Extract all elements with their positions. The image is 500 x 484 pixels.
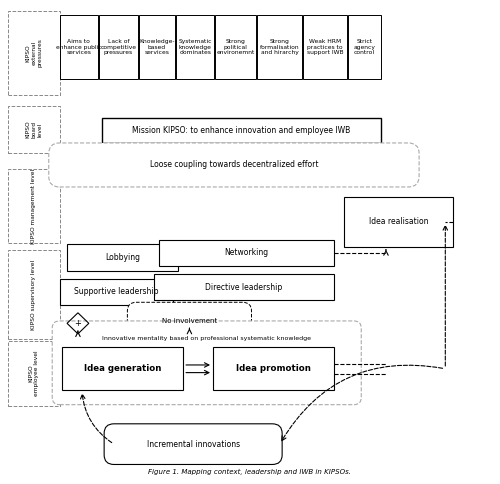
Text: +: +: [74, 319, 82, 328]
Text: Lack of
competitive
pressures: Lack of competitive pressures: [100, 39, 136, 55]
FancyBboxPatch shape: [8, 106, 60, 153]
FancyBboxPatch shape: [303, 15, 348, 79]
Text: Loose coupling towards decentralized effort: Loose coupling towards decentralized eff…: [150, 161, 318, 169]
Text: Lobbying: Lobbying: [105, 253, 140, 262]
Text: KIPSO
external
pressures: KIPSO external pressures: [26, 39, 42, 67]
FancyBboxPatch shape: [102, 118, 381, 143]
FancyBboxPatch shape: [49, 143, 419, 187]
Text: Idea realisation: Idea realisation: [368, 217, 428, 226]
FancyBboxPatch shape: [176, 15, 214, 79]
FancyBboxPatch shape: [213, 347, 334, 390]
FancyBboxPatch shape: [139, 15, 175, 79]
Text: Figure 1. Mapping context, leadership and IWB in KIPSOs.: Figure 1. Mapping context, leadership an…: [148, 469, 352, 475]
Text: Strong
political
environemnt: Strong political environemnt: [216, 39, 255, 55]
FancyBboxPatch shape: [8, 250, 60, 339]
FancyBboxPatch shape: [67, 244, 178, 271]
Text: KIPSO management level: KIPSO management level: [32, 168, 36, 243]
Text: Innovative mentality based on professional systematic knowledge: Innovative mentality based on profession…: [102, 336, 311, 341]
FancyBboxPatch shape: [60, 15, 98, 79]
Text: KIPSO supervisory level: KIPSO supervisory level: [32, 259, 36, 330]
FancyBboxPatch shape: [216, 15, 256, 79]
Text: No involvement: No involvement: [162, 318, 217, 324]
Text: Aims to
enhance public
services: Aims to enhance public services: [56, 39, 102, 55]
FancyBboxPatch shape: [344, 197, 453, 247]
FancyBboxPatch shape: [8, 341, 60, 406]
FancyBboxPatch shape: [128, 302, 252, 340]
FancyBboxPatch shape: [8, 169, 60, 243]
FancyBboxPatch shape: [348, 15, 380, 79]
FancyBboxPatch shape: [158, 240, 334, 266]
Text: Weak HRM
practices to
support IWB: Weak HRM practices to support IWB: [307, 39, 344, 55]
Text: Directive leadership: Directive leadership: [205, 283, 282, 292]
Text: Systematic
knowledge
dominates: Systematic knowledge dominates: [178, 39, 212, 55]
Text: Mission KIPSO: to enhance innovation and employee IWB: Mission KIPSO: to enhance innovation and…: [132, 126, 350, 135]
Text: Idea promotion: Idea promotion: [236, 364, 311, 373]
Text: KIPSO
board
level: KIPSO board level: [26, 121, 42, 138]
FancyBboxPatch shape: [8, 11, 60, 95]
FancyBboxPatch shape: [154, 274, 334, 301]
FancyBboxPatch shape: [52, 321, 361, 405]
FancyBboxPatch shape: [60, 279, 174, 305]
FancyBboxPatch shape: [99, 15, 138, 79]
Text: Strict
agency
control: Strict agency control: [354, 39, 376, 55]
Text: Knowledge-
based
services: Knowledge- based services: [139, 39, 174, 55]
Text: Networking: Networking: [224, 248, 268, 257]
Text: Idea generation: Idea generation: [84, 364, 162, 373]
Text: KIPSO
employee level: KIPSO employee level: [28, 351, 40, 396]
FancyBboxPatch shape: [258, 15, 302, 79]
FancyBboxPatch shape: [104, 424, 282, 465]
Text: Incremental innovations: Incremental innovations: [146, 439, 240, 449]
Text: Strong
formalisation
and hirarchy: Strong formalisation and hirarchy: [260, 39, 300, 55]
FancyBboxPatch shape: [62, 347, 183, 390]
Text: Supportive leadership: Supportive leadership: [74, 287, 159, 297]
